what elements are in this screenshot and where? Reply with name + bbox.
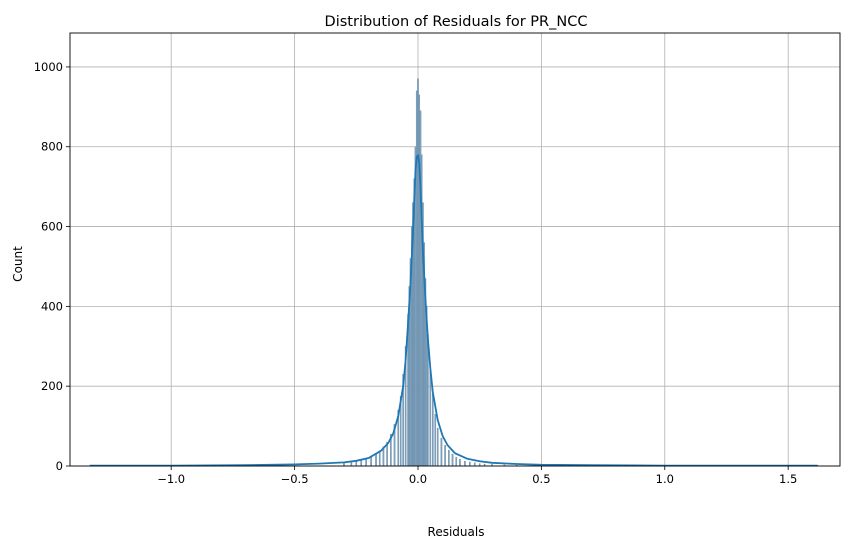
histogram-bar xyxy=(469,461,471,467)
x-tick-label: 0.0 xyxy=(409,472,427,486)
y-axis-label: Count xyxy=(11,246,25,282)
histogram-bar xyxy=(434,413,437,467)
x-axis-ticks: −1.0 −0.5 0.0 0.5 1.0 1.5 xyxy=(157,466,797,486)
histogram-bar xyxy=(448,449,450,467)
histogram-bar xyxy=(355,461,358,467)
histogram-bar xyxy=(350,461,353,467)
x-tick-label: −1.0 xyxy=(157,472,185,486)
histogram-bar xyxy=(370,457,372,467)
y-tick-label: 600 xyxy=(41,220,63,234)
x-axis-label: Residuals xyxy=(428,525,485,539)
chart-title: Distribution of Residuals for PR_NCC xyxy=(325,14,588,30)
x-tick-label: 1.0 xyxy=(656,472,674,486)
y-tick-label: 0 xyxy=(56,459,63,473)
x-tick-label: 1.5 xyxy=(779,472,797,486)
x-tick-label: −0.5 xyxy=(281,472,309,486)
histogram-bar xyxy=(451,453,454,467)
histogram-bar xyxy=(464,461,466,467)
histogram-bar xyxy=(473,462,476,467)
y-tick-label: 200 xyxy=(41,379,63,393)
histogram-bar xyxy=(455,457,458,467)
y-tick-label: 800 xyxy=(41,140,63,154)
histogram-bars xyxy=(343,78,518,467)
grid-lines xyxy=(70,33,840,467)
histogram-bar xyxy=(429,370,432,467)
kde-curve xyxy=(89,153,818,467)
y-tick-label: 1000 xyxy=(34,60,63,74)
x-tick-label: 0.5 xyxy=(532,472,550,486)
histogram-bar xyxy=(365,458,367,467)
y-tick-label: 400 xyxy=(41,299,63,313)
histogram-bar xyxy=(459,459,461,467)
histogram-bar xyxy=(375,453,377,467)
y-axis-ticks: 0 200 400 600 800 1000 xyxy=(34,60,70,473)
histogram-bar xyxy=(436,427,439,467)
histogram-bar xyxy=(440,437,443,467)
histogram-bar xyxy=(444,445,446,467)
histogram-bar xyxy=(431,394,434,467)
histogram-bar xyxy=(360,460,363,467)
plot-frame xyxy=(69,32,841,467)
histogram-bar xyxy=(378,450,381,467)
